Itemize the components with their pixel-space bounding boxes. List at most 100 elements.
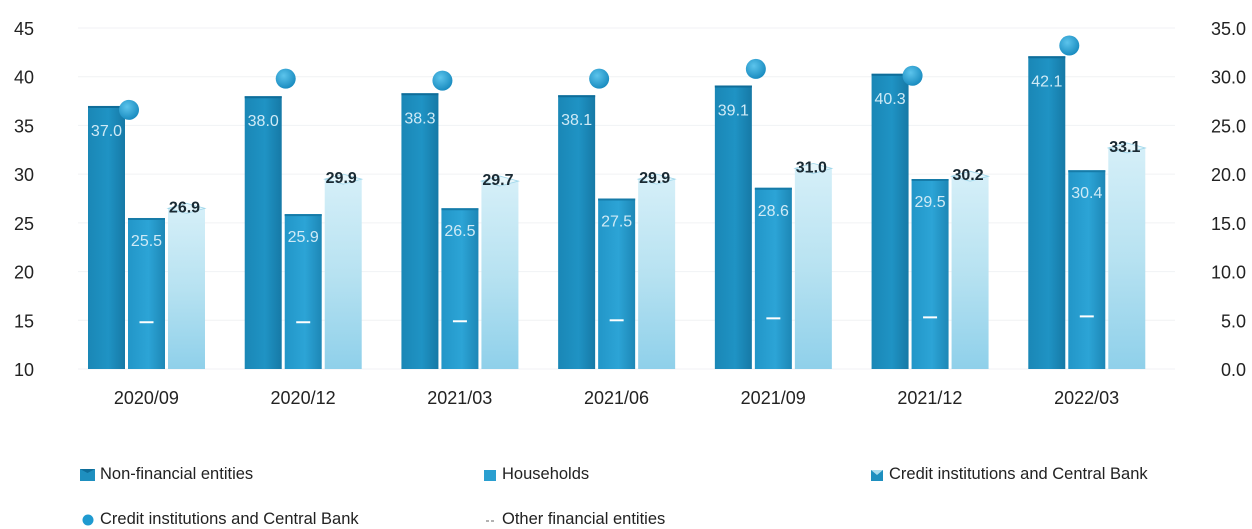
data-label-non-financial: 37.0 bbox=[91, 123, 122, 140]
bar-credit-institutions-cap bbox=[323, 173, 364, 185]
data-label-households: 25.5 bbox=[131, 233, 162, 250]
legend-item-households: Households bbox=[484, 465, 589, 484]
x-tick-label: 2020/12 bbox=[271, 388, 336, 408]
bar-credit-institutions-cap bbox=[636, 173, 677, 185]
bar-non-financial bbox=[871, 73, 909, 369]
bar-credit-institutions-cap bbox=[1106, 142, 1147, 154]
marker-credit-institutions bbox=[589, 68, 610, 89]
x-tick-label: 2022/03 bbox=[1054, 388, 1119, 408]
y-right-tick-label: 25.0 bbox=[1211, 116, 1246, 136]
x-tick-label: 2021/06 bbox=[584, 388, 649, 408]
bar-credit-institutions bbox=[794, 168, 832, 369]
x-axis: 2020/09 2020/12 2021/03 2021/06 2021/09 2021/… bbox=[114, 388, 1119, 408]
x-tick-label: 2021/12 bbox=[897, 388, 962, 408]
y-left-tick-label: 20 bbox=[14, 263, 34, 283]
y-axis-left: 45 40 35 30 25 20 15 10 bbox=[14, 19, 34, 380]
y-left-tick-label: 40 bbox=[14, 68, 34, 88]
legend-item-credit-marker: Credit institutions and Central Bank bbox=[82, 510, 359, 529]
x-tick-label: 2021/03 bbox=[427, 388, 492, 408]
data-label-non-financial: 38.1 bbox=[561, 112, 592, 129]
y-axis-right: 35.0 30.0 25.0 20.0 15.0 10.0 5.0 0.0 bbox=[1211, 19, 1246, 380]
marker-credit-institutions bbox=[275, 68, 296, 89]
bar-households bbox=[1068, 170, 1106, 369]
y-left-tick-label: 30 bbox=[14, 165, 34, 185]
bar-credit-institutions bbox=[638, 179, 676, 369]
bar-households bbox=[754, 187, 792, 369]
legend-label-non-financial: Non-financial entities bbox=[100, 465, 254, 483]
data-label-households: 26.5 bbox=[444, 223, 475, 240]
bar-non-financial bbox=[88, 105, 125, 369]
y-left-tick-label: 45 bbox=[14, 19, 34, 39]
marker-credit-institutions bbox=[745, 58, 766, 79]
bar-non-financial bbox=[401, 93, 439, 369]
legend-label-credit-bar: Credit institutions and Central Bank bbox=[889, 465, 1148, 483]
legend-swatch-credit-bar bbox=[871, 469, 883, 481]
y-right-tick-label: 15.0 bbox=[1211, 214, 1246, 234]
data-label-non-financial: 40.3 bbox=[875, 91, 906, 108]
data-label-credit-institutions: 29.9 bbox=[639, 170, 670, 187]
marker-credit-institutions bbox=[1059, 35, 1080, 56]
marker-credit-institutions bbox=[432, 70, 453, 91]
legend-label-other-financial: Other financial entities bbox=[502, 510, 666, 528]
data-label-households: 27.5 bbox=[601, 214, 632, 231]
bar-credit-institutions-cap bbox=[166, 202, 207, 214]
y-left-tick-label: 15 bbox=[14, 311, 34, 331]
bar-credit-institutions bbox=[951, 176, 989, 369]
bar-credit-institutions bbox=[324, 179, 362, 369]
data-label-households: 25.9 bbox=[288, 229, 319, 246]
data-label-non-financial: 39.1 bbox=[718, 102, 749, 119]
bar-credit-institutions-cap bbox=[793, 162, 834, 174]
bar-households bbox=[911, 179, 949, 369]
legend-swatch-non-financial bbox=[80, 468, 95, 481]
y-right-tick-label: 10.0 bbox=[1211, 263, 1246, 283]
y-left-tick-label: 10 bbox=[14, 360, 34, 380]
bar-households bbox=[598, 198, 636, 369]
y-right-tick-label: 35.0 bbox=[1211, 19, 1246, 39]
bar-credit-institutions bbox=[168, 208, 205, 369]
bars bbox=[88, 35, 1147, 370]
data-label-credit-institutions: 31.0 bbox=[796, 159, 827, 176]
bar-households bbox=[441, 208, 479, 369]
legend-item-other-financial: Other financial entities bbox=[484, 510, 665, 529]
bar-credit-institutions bbox=[1108, 147, 1146, 369]
data-label-households: 28.6 bbox=[758, 203, 789, 220]
bar-non-financial bbox=[714, 85, 752, 370]
bar-credit-institutions bbox=[481, 181, 519, 369]
y-right-tick-label: 5.0 bbox=[1221, 311, 1246, 331]
y-right-tick-label: 20.0 bbox=[1211, 165, 1246, 185]
data-label-households: 30.4 bbox=[1071, 185, 1102, 202]
data-label-credit-institutions: 29.7 bbox=[482, 172, 513, 189]
x-tick-label: 2020/09 bbox=[114, 388, 179, 408]
bar-households bbox=[284, 214, 322, 369]
y-right-tick-label: 30.0 bbox=[1211, 68, 1246, 88]
data-label-non-financial: 38.3 bbox=[404, 110, 435, 127]
legend-swatch-other-financial bbox=[486, 519, 495, 522]
bar-non-financial bbox=[558, 95, 596, 370]
data-label-credit-institutions: 30.2 bbox=[953, 167, 984, 184]
legend-label-households: Households bbox=[502, 465, 590, 483]
bar-credit-institutions-cap bbox=[950, 170, 991, 182]
bar-non-financial bbox=[244, 96, 282, 369]
data-label-credit-institutions: 26.9 bbox=[169, 199, 200, 216]
marker-credit-institutions bbox=[902, 65, 923, 86]
data-label-credit-institutions: 33.1 bbox=[1109, 139, 1140, 156]
y-right-tick-label: 0.0 bbox=[1221, 360, 1246, 380]
data-label-non-financial: 38.0 bbox=[248, 113, 279, 130]
data-labels: 37.0 25.5 26.9 38.0 25.9 29.9 38.3 26.5 29.7 38.1… bbox=[91, 73, 1141, 250]
marker-credit-institutions bbox=[119, 99, 139, 120]
x-tick-label: 2021/09 bbox=[741, 388, 806, 408]
data-label-non-financial: 42.1 bbox=[1031, 73, 1062, 90]
legend-swatch-credit-marker bbox=[82, 514, 94, 525]
y-left-tick-label: 35 bbox=[14, 116, 34, 136]
data-label-credit-institutions: 29.9 bbox=[326, 170, 357, 187]
legend-swatch-households bbox=[484, 469, 496, 481]
bar-credit-institutions-cap bbox=[479, 175, 520, 187]
bar-households bbox=[128, 217, 165, 369]
data-label-households: 29.5 bbox=[915, 194, 946, 211]
y-left-tick-label: 25 bbox=[14, 214, 34, 234]
chart-svg: 45 40 35 30 25 20 15 10 35.0 30.0 25.0 20.0 15.0 10.… bbox=[14, 19, 1246, 408]
bar-non-financial bbox=[1028, 56, 1066, 370]
legend-item-non-financial: Non-financial entities bbox=[80, 465, 253, 484]
legend-item-credit-bar: Credit institutions and Central Bank bbox=[871, 465, 1148, 484]
